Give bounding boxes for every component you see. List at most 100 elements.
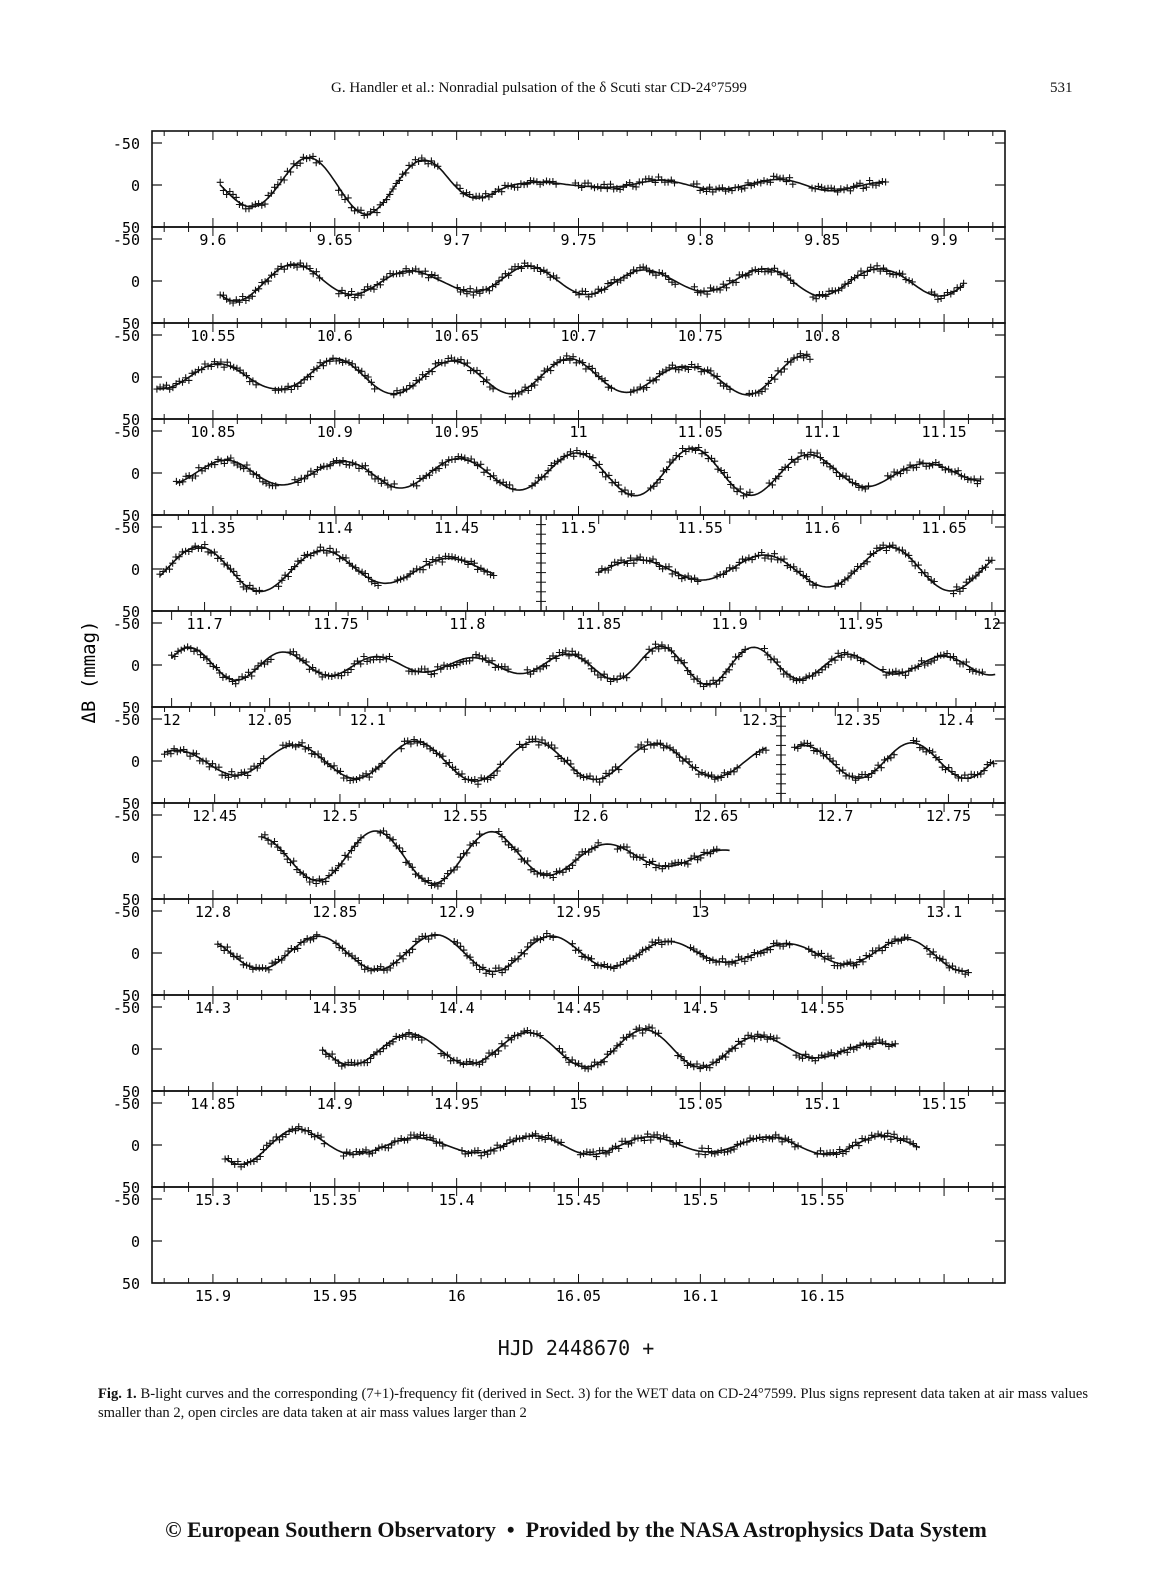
page-number: 531 <box>1050 80 1073 96</box>
y-tick-label: -50 <box>113 1191 140 1209</box>
y-tick-label: 0 <box>131 177 140 195</box>
y-tick-label: 50 <box>122 603 140 621</box>
x-tick-label: 10.65 <box>434 327 479 345</box>
y-tick-label: 0 <box>131 273 140 291</box>
data-points <box>156 541 498 595</box>
figure-caption: Fig. 1. B-light curves and the correspon… <box>98 1385 1088 1423</box>
x-tick-label: 12.45 <box>192 807 237 825</box>
panel: -50 0 50 12.45 12.5 12.55 12.6 12.65 12.7 12.75 <box>113 706 1006 825</box>
y-tick-label: 50 <box>122 1275 140 1293</box>
y-tick-label: 50 <box>122 1179 140 1197</box>
footer-ads: Provided by the NASA Astrophysics Data S… <box>525 1517 987 1542</box>
x-tick-label: 14.35 <box>312 999 357 1017</box>
panel: -50 0 50 12 12.05 12.1 12.3 12.35 12.4 <box>113 610 1006 729</box>
x-tick-label: 12.4 <box>938 711 974 729</box>
x-tick-label: 10.7 <box>560 327 596 345</box>
y-tick-label: -50 <box>113 423 140 441</box>
x-tick-label: 12.7 <box>817 807 853 825</box>
panel: -50 0 50 10.85 10.9 10.95 11 11.05 11.1 11.15 <box>113 322 1006 441</box>
x-tick-label: 12.65 <box>693 807 738 825</box>
y-tick-label: -50 <box>113 519 140 537</box>
y-tick-label: 50 <box>122 219 140 237</box>
x-tick-label: 15.15 <box>921 1095 966 1113</box>
x-tick-label: 10.6 <box>317 327 353 345</box>
y-tick-label: 0 <box>131 657 140 675</box>
y-tick-label: -50 <box>113 1095 140 1113</box>
fit-curve <box>164 740 767 783</box>
x-tick-label: 10.95 <box>434 423 479 441</box>
x-tick-label: 14.4 <box>439 999 475 1017</box>
x-tick-label: 9.85 <box>804 231 840 249</box>
x-tick-label: 14.9 <box>317 1095 353 1113</box>
caption-label: Fig. 1. <box>98 1386 137 1402</box>
y-tick-label: 0 <box>131 369 140 387</box>
y-tick-label: 50 <box>122 1083 140 1101</box>
x-tick-label: 12.75 <box>926 807 971 825</box>
y-tick-label: 50 <box>122 987 140 1005</box>
y-tick-label: 50 <box>122 795 140 813</box>
x-tick-label: 12.95 <box>556 903 601 921</box>
y-tick-label: 50 <box>122 411 140 429</box>
data-points <box>216 259 968 307</box>
y-tick-label: 0 <box>131 1233 140 1251</box>
x-tick-label: 15.55 <box>800 1191 845 1209</box>
footer-bullet: • <box>501 1517 521 1542</box>
x-tick-label: 16.15 <box>800 1287 845 1305</box>
page-footer: © European Southern Observatory • Provid… <box>0 1517 1152 1543</box>
fit-curve <box>794 742 995 780</box>
data-points <box>221 1123 920 1171</box>
data-points <box>258 827 721 890</box>
x-tick-label: 11.5 <box>560 519 596 537</box>
y-tick-label: -50 <box>113 615 140 633</box>
x-tick-label: 15.4 <box>439 1191 475 1209</box>
x-tick-label: 12.05 <box>247 711 292 729</box>
x-axis-label: HJD 2448670 + <box>497 1336 655 1360</box>
caption-text: B-light curves and the corresponding (7+… <box>98 1386 1088 1421</box>
x-tick-label: 9.6 <box>199 231 226 249</box>
running-head: G. Handler et al.: Nonradial pulsation o… <box>0 80 1152 102</box>
fit-curve <box>598 546 993 592</box>
data-points <box>791 737 998 784</box>
x-tick-label: 9.9 <box>931 231 958 249</box>
x-tick-label: 11.65 <box>921 519 966 537</box>
x-tick-label: 10.8 <box>804 327 840 345</box>
y-tick-label: -50 <box>113 807 140 825</box>
y-tick-label: 50 <box>122 507 140 525</box>
x-tick-label: 11.4 <box>317 519 353 537</box>
y-tick-label: 50 <box>122 891 140 909</box>
fit-curve <box>219 156 886 216</box>
x-tick-label: 15.35 <box>312 1191 357 1209</box>
data-points <box>172 444 985 500</box>
y-tick-label: 0 <box>131 849 140 867</box>
x-tick-label: 15.45 <box>556 1191 601 1209</box>
x-tick-label: 12.6 <box>572 807 608 825</box>
data-points <box>153 350 814 401</box>
x-tick-label: 11.45 <box>434 519 479 537</box>
x-tick-label: 14.95 <box>434 1095 479 1113</box>
x-tick-label: 15.3 <box>195 1191 231 1209</box>
y-tick-label: 50 <box>122 315 140 333</box>
y-tick-label: -50 <box>113 231 140 249</box>
y-tick-label: 0 <box>131 1137 140 1155</box>
y-tick-label: 0 <box>131 1041 140 1059</box>
footer-eso: European Southern Observatory <box>187 1517 496 1542</box>
x-tick-label: 11.75 <box>313 615 358 633</box>
x-tick-label: 15.1 <box>804 1095 840 1113</box>
x-tick-label: 15 <box>569 1095 587 1113</box>
data-points <box>214 930 972 978</box>
data-points <box>319 1023 899 1073</box>
x-tick-label: 16 <box>448 1287 466 1305</box>
y-tick-label: 0 <box>131 561 140 579</box>
x-tick-label: 16.1 <box>682 1287 718 1305</box>
x-tick-label: 12 <box>983 615 1001 633</box>
x-tick-label: 14.3 <box>195 999 231 1017</box>
x-tick-label: 11.1 <box>804 423 840 441</box>
data-points <box>595 541 996 598</box>
x-tick-label: 11.8 <box>449 615 485 633</box>
x-tick-label: 15.05 <box>678 1095 723 1113</box>
y-tick-label: -50 <box>113 327 140 345</box>
y-tick-label: -50 <box>113 135 140 153</box>
x-tick-label: 11.85 <box>576 615 621 633</box>
y-tick-label: 0 <box>131 465 140 483</box>
y-tick-label: -50 <box>113 999 140 1017</box>
